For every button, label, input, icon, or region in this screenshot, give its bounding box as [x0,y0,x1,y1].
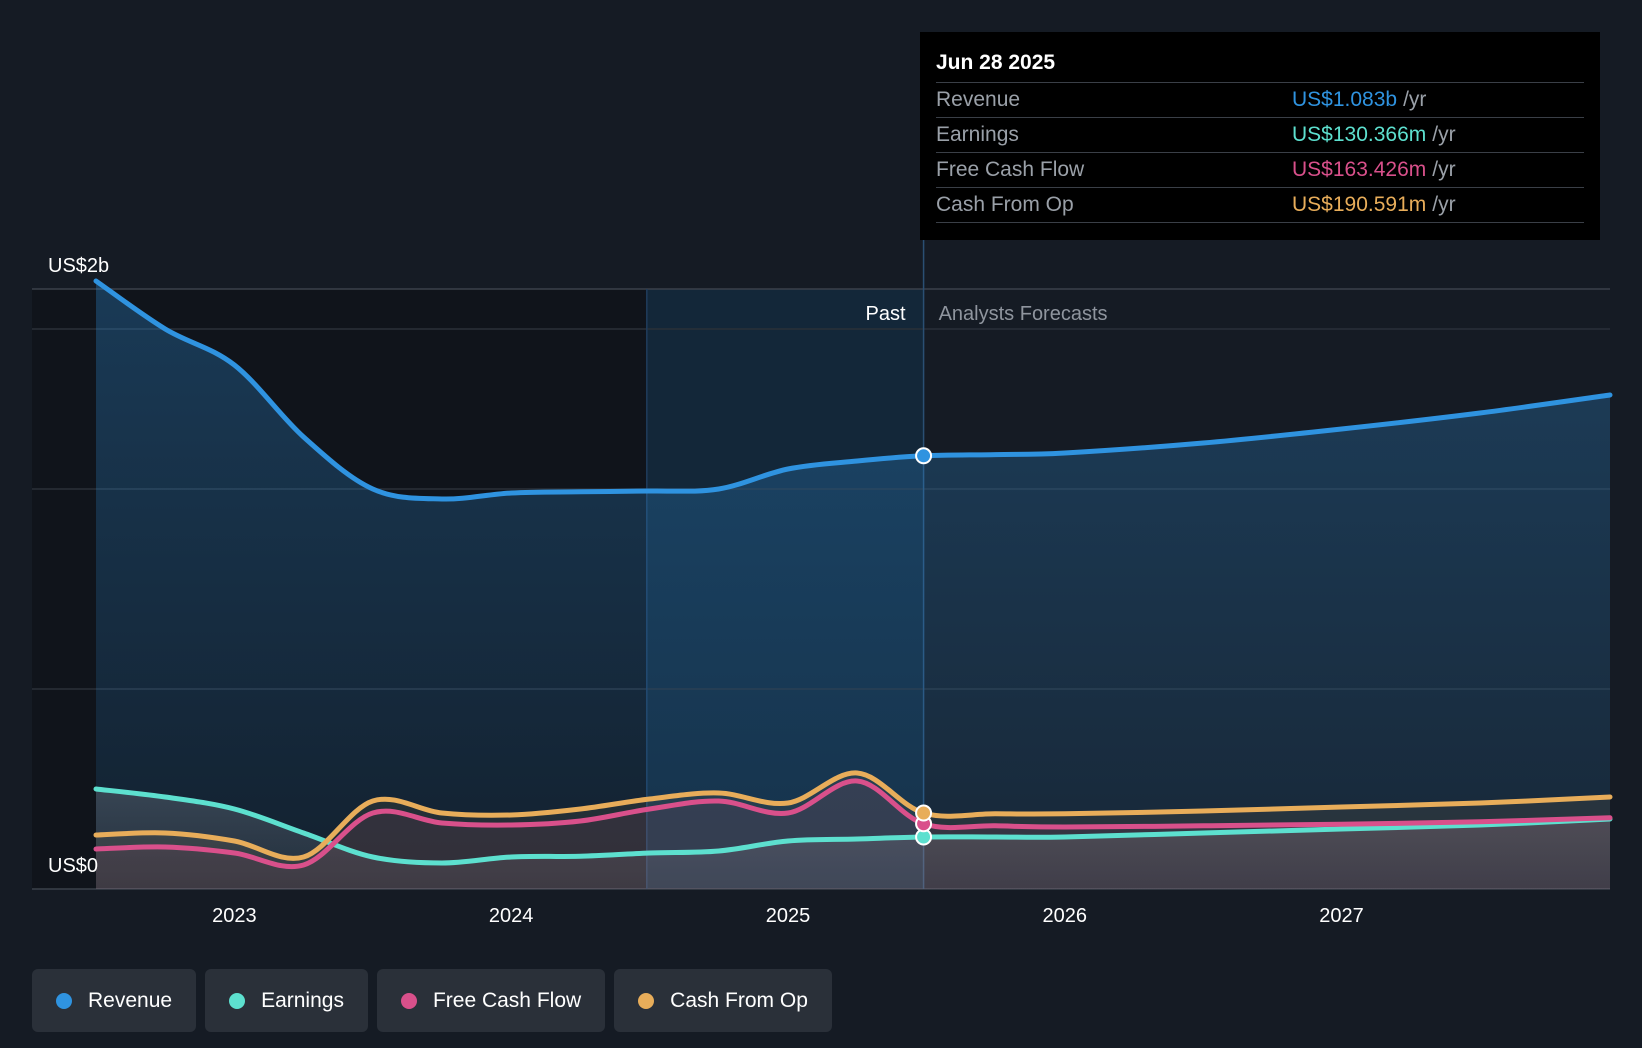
tooltip-label: Earnings [936,123,1019,146]
tooltip-row-cfo: Cash From Op US$190.591m /yr [936,187,1584,223]
tooltip-unit: /yr [1403,88,1427,111]
legend-dot-icon [229,992,246,1009]
tooltip-row-fcf: Free Cash Flow US$163.426m /yr [936,152,1584,187]
x-tick-label: 2023 [212,905,257,927]
tooltip-label: Revenue [936,88,1021,111]
tooltip-value: US$1.083b [1292,88,1398,111]
tooltip-label: Free Cash Flow [936,158,1085,181]
series-lines [93,278,1613,870]
legend-dot-icon [638,992,655,1009]
tooltip-unit: /yr [1432,193,1456,216]
current-markers [915,447,933,846]
legend-item-free-cash-flow[interactable]: Free Cash Flow [376,969,606,1032]
line-revenue [93,278,1613,502]
x-tick-label: 2024 [489,905,534,927]
area-earnings [96,789,1610,889]
legend-dot-icon [400,992,417,1009]
x-tick-label: 2026 [1042,905,1087,927]
tooltip-value: US$163.426m [1292,158,1427,181]
line-earnings [93,786,1613,866]
line-free-cash-flow [93,778,1613,870]
axis-labels: US$2b US$0 2023 2024 2025 2026 2027 Past Analyst… [48,255,1364,927]
legend-label: Free Cash Flow [432,988,582,1012]
tooltip-row-earnings: Earnings US$130.366m /yr [936,117,1584,152]
tooltip-label: Cash From Op [936,193,1074,216]
line-cash-from-op [93,770,1613,861]
marker-cash-from-op [915,804,933,822]
tooltip-unit: /yr [1432,123,1456,146]
legend-dot-icon [56,992,72,1009]
x-tick-label: 2025 [766,905,811,927]
legend-item-cash-from-op[interactable]: Cash From Op [614,969,832,1032]
past-label: Past [866,303,906,325]
marker-revenue [915,447,933,465]
legend-label: Revenue [88,988,173,1012]
legend-item-earnings[interactable]: Earnings [205,969,368,1032]
tooltip-value: US$130.366m [1292,123,1427,146]
legend-label: Earnings [261,988,344,1012]
legend-item-revenue[interactable]: Revenue [32,969,197,1032]
area-revenue [96,281,1610,889]
legend-label: Cash From Op [670,988,808,1012]
x-tick-label: 2027 [1319,905,1364,927]
y-axis-zero-label: US$0 [48,855,98,877]
forecast-label: Analysts Forecasts [939,303,1108,325]
legend: Revenue Earnings Free Cash Flow Cash Fro… [32,969,832,1032]
y-axis-top-label: US$2b [48,255,109,277]
tooltip-row-revenue: Revenue US$1.083b /yr [936,82,1584,117]
tooltip-unit: /yr [1432,158,1456,181]
tooltip-date: Jun 28 2025 [936,51,1056,74]
tooltip-value: US$190.591m [1292,193,1427,216]
tooltip: Jun 28 2025 Revenue US$1.083b /yr Earnin… [920,32,1600,240]
